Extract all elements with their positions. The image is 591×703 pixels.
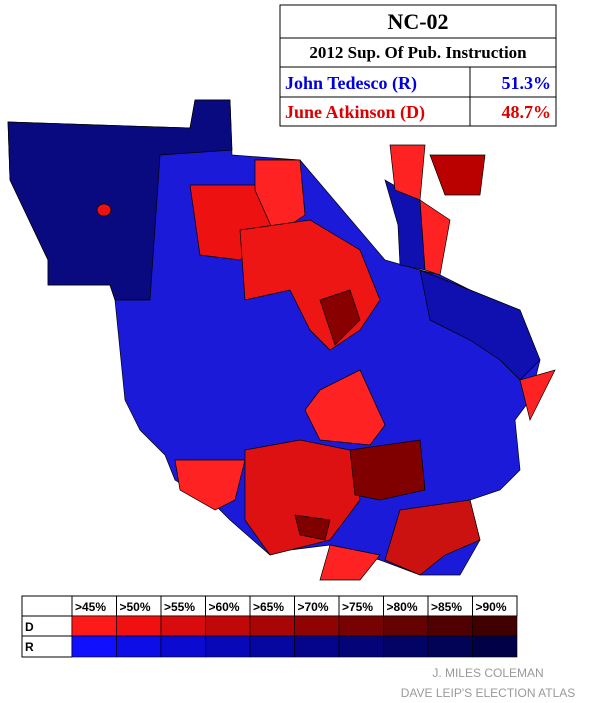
legend-swatch bbox=[249, 635, 295, 658]
candidate-name: June Atkinson (D) bbox=[285, 102, 425, 123]
map-region bbox=[419, 199, 451, 276]
legend-swatch bbox=[160, 615, 206, 637]
legend-swatch bbox=[116, 635, 162, 658]
legend-swatch bbox=[383, 615, 429, 637]
legend: >45% >50% >55% >60% >65% >70% >75% >80% >85% >90%… bbox=[21, 595, 518, 658]
map-region bbox=[349, 439, 426, 501]
legend-swatch bbox=[205, 635, 251, 658]
legend-swatch bbox=[338, 615, 384, 637]
candidate-share: 51.3% bbox=[502, 73, 552, 93]
map bbox=[7, 99, 556, 581]
candidate-name: John Tedesco (R) bbox=[285, 73, 417, 94]
legend-swatch bbox=[116, 615, 162, 637]
legend-swatch bbox=[294, 615, 340, 637]
map-region bbox=[519, 369, 556, 422]
map-region bbox=[384, 499, 481, 576]
legend-swatch bbox=[383, 635, 429, 658]
credit: J. MILES COLEMAN bbox=[432, 666, 543, 680]
map-region bbox=[319, 289, 361, 346]
map-region bbox=[294, 514, 331, 541]
map-region bbox=[96, 203, 112, 217]
legend-swatch bbox=[294, 635, 340, 658]
map-region bbox=[244, 439, 361, 556]
map-region bbox=[7, 99, 233, 301]
credit: DAVE LEIP'S ELECTION ATLAS bbox=[401, 686, 576, 700]
results-title: NC-02 bbox=[387, 9, 448, 34]
legend-row-label: D bbox=[25, 620, 34, 634]
legend-swatch bbox=[71, 615, 117, 637]
results-box: NC-02 2012 Sup. Of Pub. Instruction John… bbox=[279, 4, 557, 127]
legend-swatch bbox=[71, 635, 117, 658]
results-subtitle: 2012 Sup. Of Pub. Instruction bbox=[309, 43, 527, 62]
legend-swatch bbox=[338, 635, 384, 658]
legend-threshold: >55% bbox=[164, 600, 195, 614]
legend-swatch bbox=[472, 635, 518, 658]
legend-swatch bbox=[160, 635, 206, 658]
legend-cell bbox=[21, 595, 73, 617]
legend-threshold: >60% bbox=[209, 600, 240, 614]
legend-swatch bbox=[249, 615, 295, 637]
map-region bbox=[429, 154, 486, 196]
legend-swatch bbox=[205, 615, 251, 637]
legend-threshold: >50% bbox=[120, 600, 151, 614]
legend-threshold: >90% bbox=[476, 600, 507, 614]
map-region bbox=[304, 369, 386, 446]
legend-threshold: >45% bbox=[75, 600, 106, 614]
legend-swatch bbox=[427, 615, 473, 637]
legend-swatch bbox=[472, 615, 518, 637]
legend-row-label: R bbox=[25, 640, 34, 654]
legend-threshold: >70% bbox=[298, 600, 329, 614]
legend-threshold: >65% bbox=[253, 600, 284, 614]
legend-swatch bbox=[427, 635, 473, 658]
legend-threshold: >80% bbox=[387, 600, 418, 614]
map-region bbox=[319, 544, 381, 581]
candidate-share: 48.7% bbox=[502, 102, 552, 122]
legend-threshold: >85% bbox=[431, 600, 462, 614]
map-region bbox=[174, 459, 246, 511]
legend-threshold: >75% bbox=[342, 600, 373, 614]
